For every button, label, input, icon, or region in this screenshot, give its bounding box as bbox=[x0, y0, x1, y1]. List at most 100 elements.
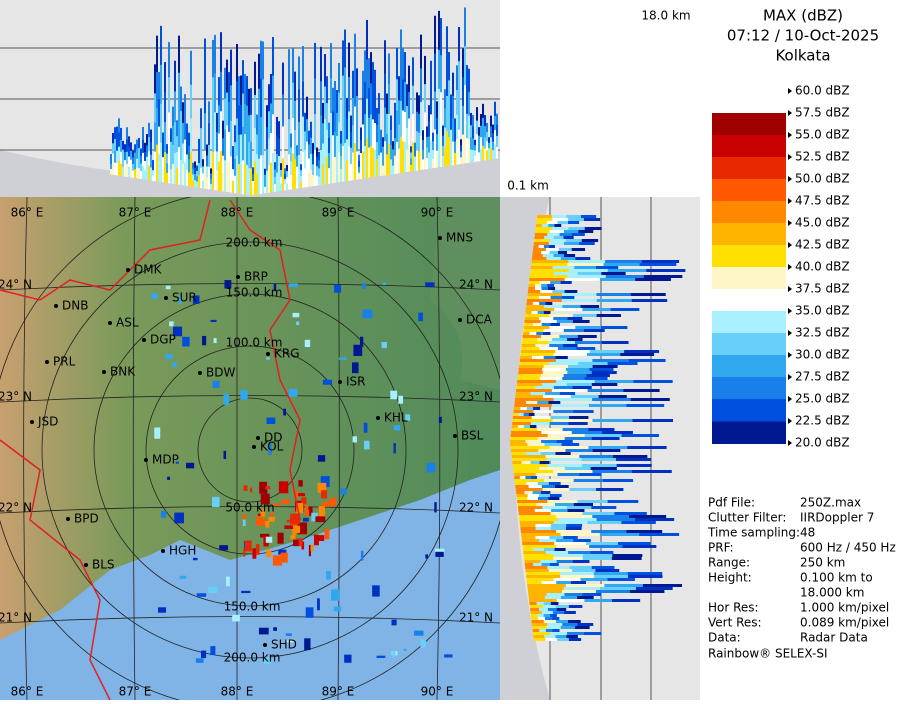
echo bbox=[520, 521, 554, 524]
echo bbox=[284, 184, 286, 190]
echo bbox=[354, 143, 356, 180]
echo bbox=[496, 136, 498, 148]
echo bbox=[308, 172, 310, 186]
echo bbox=[170, 128, 172, 142]
echo bbox=[538, 497, 549, 500]
city-dot bbox=[263, 643, 267, 647]
echo bbox=[112, 154, 114, 165]
echo bbox=[334, 607, 341, 612]
echo bbox=[490, 116, 492, 127]
echo bbox=[531, 422, 550, 425]
echo bbox=[252, 188, 254, 195]
echo bbox=[390, 130, 392, 145]
legend-tick bbox=[788, 286, 792, 292]
echo bbox=[116, 151, 118, 164]
echo bbox=[318, 152, 320, 161]
echo bbox=[492, 142, 494, 151]
echo bbox=[308, 131, 310, 145]
echo bbox=[292, 47, 294, 83]
echo bbox=[618, 542, 650, 545]
echo bbox=[136, 168, 138, 178]
echo bbox=[586, 542, 618, 545]
echo bbox=[336, 90, 338, 114]
echo bbox=[298, 89, 300, 122]
city-label: BDW bbox=[206, 366, 235, 380]
echo bbox=[556, 605, 570, 608]
echo bbox=[516, 488, 543, 491]
echo bbox=[266, 105, 268, 127]
echo bbox=[564, 611, 576, 614]
echo bbox=[254, 128, 256, 162]
echo bbox=[346, 139, 348, 160]
echo bbox=[213, 381, 220, 388]
echo bbox=[488, 154, 490, 160]
echo bbox=[204, 151, 206, 189]
echo bbox=[562, 305, 581, 308]
echo bbox=[424, 84, 426, 113]
echo bbox=[579, 473, 601, 476]
echo bbox=[488, 148, 490, 154]
echo bbox=[206, 177, 208, 188]
echo bbox=[462, 135, 464, 164]
echo bbox=[264, 181, 266, 188]
echo bbox=[130, 151, 132, 160]
echo bbox=[402, 141, 404, 172]
echo bbox=[132, 164, 134, 171]
echo bbox=[424, 112, 426, 141]
echo bbox=[458, 27, 460, 62]
echo bbox=[194, 180, 196, 187]
echo bbox=[556, 515, 593, 518]
echo bbox=[523, 551, 546, 554]
echo bbox=[552, 290, 565, 293]
echo bbox=[426, 158, 428, 169]
echo bbox=[386, 154, 388, 175]
echo bbox=[550, 422, 569, 425]
echo bbox=[541, 431, 572, 434]
legend-tick bbox=[788, 198, 792, 204]
echo bbox=[554, 236, 564, 239]
echo bbox=[592, 437, 620, 440]
echo bbox=[122, 141, 124, 150]
echo bbox=[484, 137, 486, 149]
echo bbox=[430, 114, 432, 141]
echo bbox=[216, 113, 218, 133]
echo bbox=[486, 123, 488, 133]
echo bbox=[414, 163, 416, 170]
echo bbox=[592, 470, 632, 473]
echo bbox=[456, 90, 458, 115]
echo bbox=[240, 390, 247, 400]
echo bbox=[523, 335, 542, 338]
echo bbox=[284, 525, 293, 529]
echo bbox=[286, 183, 288, 190]
echo bbox=[224, 68, 226, 99]
echo bbox=[372, 62, 374, 91]
echo bbox=[595, 569, 619, 572]
echo bbox=[346, 98, 348, 119]
echo bbox=[482, 118, 484, 133]
echo bbox=[278, 156, 280, 174]
echo bbox=[571, 395, 599, 398]
echo bbox=[241, 591, 250, 593]
echo bbox=[246, 106, 248, 136]
echo bbox=[539, 296, 551, 299]
echo bbox=[474, 156, 476, 162]
echo bbox=[226, 577, 230, 587]
echo bbox=[202, 166, 204, 174]
echo bbox=[422, 150, 424, 160]
echo bbox=[525, 569, 549, 572]
echo bbox=[553, 470, 593, 473]
echo bbox=[556, 380, 595, 383]
echo bbox=[612, 557, 642, 560]
echo bbox=[245, 540, 252, 551]
echo bbox=[265, 486, 270, 489]
echo bbox=[592, 383, 617, 386]
echo bbox=[304, 131, 306, 150]
echo bbox=[120, 164, 122, 176]
legend-label: 35.0 dBZ bbox=[795, 304, 850, 318]
echo bbox=[515, 398, 554, 401]
echo bbox=[430, 61, 432, 88]
echo bbox=[454, 153, 456, 165]
echo bbox=[262, 155, 264, 193]
echo bbox=[547, 626, 562, 629]
info-key: Hor Res: bbox=[708, 601, 759, 615]
